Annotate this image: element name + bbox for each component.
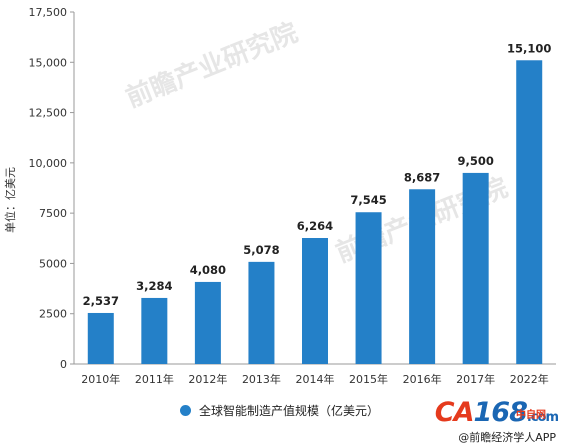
y-tick-label: 5000 <box>39 257 67 270</box>
bar <box>355 212 382 364</box>
bar <box>516 60 543 364</box>
y-axis: 0 2500 5000 7500 10,000 12,500 15,000 17,500 <box>29 6 556 371</box>
data-label: 6,264 <box>297 219 333 233</box>
data-label: 3,284 <box>136 279 172 293</box>
data-label: 7,545 <box>350 193 386 207</box>
legend-label: 全球智能制造产值规模（亿美元） <box>199 404 380 418</box>
data-labels: 2,537 3,284 4,080 5,078 6,264 7,545 8,687 9,500… <box>83 41 552 308</box>
data-label: 4,080 <box>190 263 226 277</box>
bar <box>302 238 328 364</box>
logo-cn: 中自网 <box>516 410 546 421</box>
credit-text: @前瞻经济学人APP <box>458 431 556 444</box>
y-tick-label: 2500 <box>39 308 67 321</box>
bar <box>462 172 489 364</box>
data-label: 9,500 <box>457 154 493 168</box>
y-tick-label: 17,500 <box>29 6 68 19</box>
bar <box>248 261 275 364</box>
legend: 全球智能制造产值规模（亿美元） <box>180 402 379 419</box>
logo-text: CA168.com <box>434 397 559 428</box>
bar <box>87 312 114 364</box>
x-tick-label: 2017年 <box>456 372 495 386</box>
legend-marker <box>180 405 191 416</box>
x-tick-label: 2016年 <box>403 372 442 386</box>
x-axis: 2010年 2011年 2012年 2013年 2014年 2015年 2016年 2017年… <box>81 372 548 386</box>
y-tick-label: 12,500 <box>29 107 68 120</box>
bar <box>141 297 168 364</box>
x-tick-label: 2015年 <box>349 372 388 386</box>
data-label: 15,100 <box>507 41 551 55</box>
bar <box>194 281 221 364</box>
y-tick-label: 15,000 <box>29 56 68 69</box>
brand-logo: CA168.com <box>434 397 559 428</box>
y-tick-label: 7500 <box>39 207 67 220</box>
x-tick-label: 2014年 <box>296 372 335 386</box>
bars <box>87 60 543 364</box>
data-label: 2,537 <box>83 294 119 308</box>
y-axis-label: 单位：亿美元 <box>3 167 17 233</box>
bar <box>409 189 436 364</box>
x-tick-label: 2022年 <box>510 372 549 386</box>
data-label: 8,687 <box>404 170 440 184</box>
data-label: 5,078 <box>243 243 279 257</box>
x-tick-label: 2011年 <box>135 372 174 386</box>
x-tick-label: 2012年 <box>188 372 227 386</box>
x-tick-label: 2010年 <box>81 372 120 386</box>
x-tick-label: 2013年 <box>242 372 281 386</box>
y-tick-label: 0 <box>60 358 67 371</box>
y-tick-label: 10,000 <box>29 157 68 170</box>
